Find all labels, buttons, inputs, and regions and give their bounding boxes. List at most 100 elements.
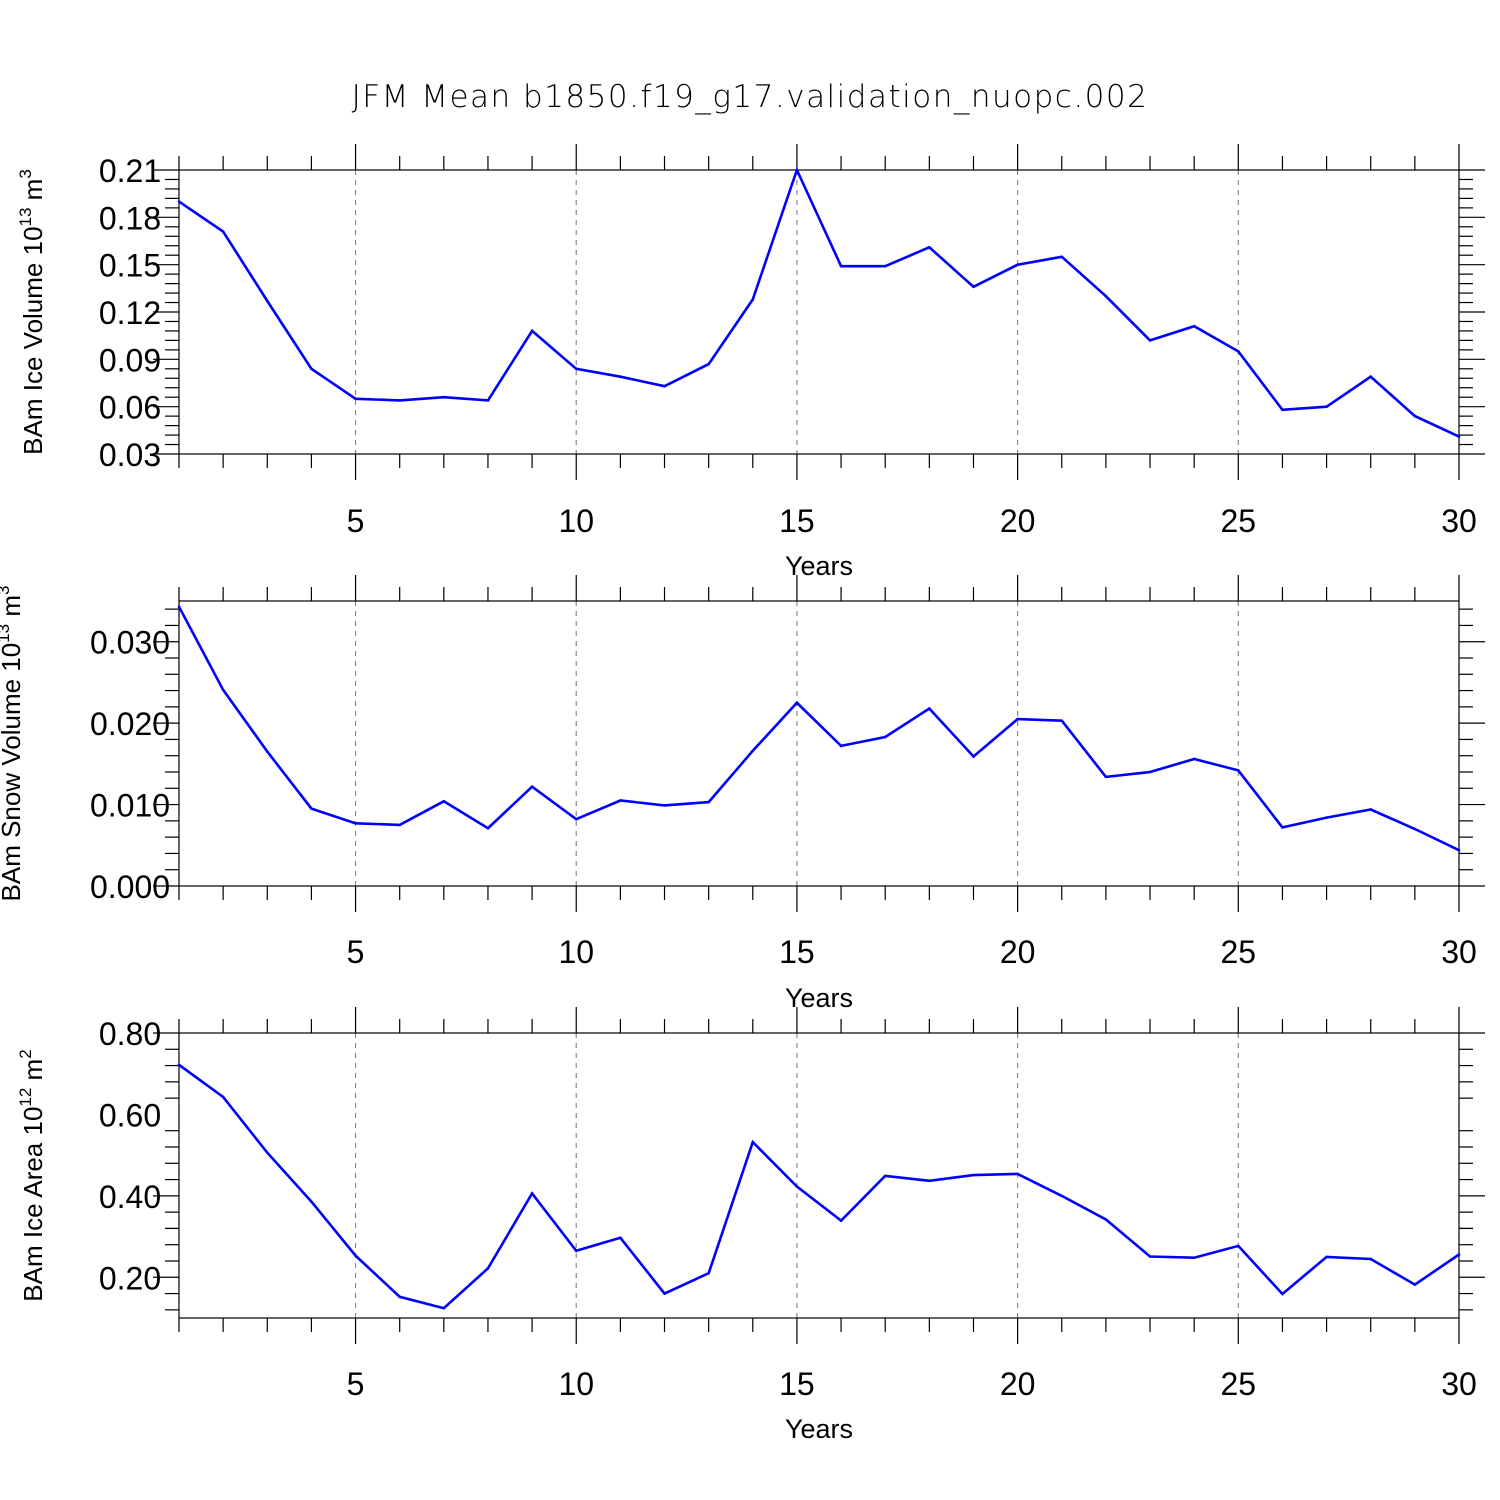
y-tick-label: 0.21: [99, 153, 161, 189]
data-point: [663, 804, 666, 807]
y-tick-label: 0.15: [99, 248, 161, 284]
data-point: [486, 399, 490, 402]
data-point: [1016, 263, 1019, 266]
data-point: [751, 298, 755, 301]
y-tick-label: 0.18: [99, 200, 161, 236]
data-point: [177, 200, 181, 203]
data-point: [1237, 769, 1240, 772]
data-point: [530, 785, 534, 788]
data-point: [1413, 827, 1417, 831]
data-series-line: [178, 1063, 1460, 1310]
data-point: [1192, 324, 1196, 328]
data-point: [1369, 808, 1373, 811]
y-tick-label: 0.60: [99, 1097, 161, 1133]
y-axis-label-ylabel-unit-exp: 2: [16, 1049, 35, 1058]
data-point: [574, 1249, 578, 1253]
data-point: [1060, 1194, 1064, 1198]
data-point: [839, 744, 843, 748]
data-point: [619, 799, 622, 802]
data-point: [1369, 375, 1373, 378]
data-point: [883, 264, 887, 268]
x-tick-label: 5: [347, 503, 365, 539]
data-point: [442, 1306, 446, 1310]
data-point: [1192, 757, 1196, 761]
data-point: [265, 1151, 269, 1154]
data-point: [177, 605, 181, 608]
y-axis-label-ylabel-unit-exp: 3: [0, 586, 13, 595]
data-point: [972, 285, 975, 289]
data-point: [1148, 1255, 1152, 1258]
data-point: [354, 1254, 357, 1258]
y-axis-label-ylabel-unit: m: [18, 1059, 48, 1088]
data-point: [1457, 848, 1461, 852]
data-point: [1148, 339, 1152, 342]
x-axis-label: Years: [785, 551, 853, 581]
y-axis-label: BAm Snow Volume 1013 m3: [0, 586, 26, 902]
data-point: [1192, 1256, 1196, 1260]
y-tick-label: 0.40: [99, 1179, 161, 1215]
data-point: [310, 807, 313, 810]
data-point: [1325, 405, 1328, 408]
data-point: [354, 822, 357, 825]
data-point: [839, 1219, 843, 1222]
data-point: [619, 1236, 622, 1240]
data-point: [795, 1185, 799, 1188]
x-tick-label: 5: [347, 934, 365, 970]
x-tick-label: 25: [1221, 1366, 1257, 1402]
data-point: [1413, 1283, 1417, 1286]
data-point: [1325, 816, 1328, 819]
x-tick-label: 10: [558, 1366, 594, 1402]
data-point: [1237, 1244, 1240, 1248]
data-point: [1104, 1218, 1108, 1221]
data-point: [619, 375, 622, 378]
data-point: [751, 1140, 755, 1144]
y-tick-label: 0.09: [99, 342, 161, 378]
data-point: [1281, 1292, 1284, 1296]
data-point: [265, 750, 269, 753]
y-tick-label: 0.020: [90, 706, 170, 742]
data-point: [663, 384, 666, 388]
x-tick-label: 30: [1441, 1366, 1477, 1402]
x-tick-label: 5: [347, 1366, 365, 1402]
data-point: [221, 1095, 225, 1099]
data-point: [1060, 719, 1064, 722]
data-point: [1281, 408, 1284, 412]
data-point: [928, 1179, 931, 1183]
plot-frame: [178, 169, 1460, 455]
data-point: [1413, 414, 1417, 418]
x-tick-label: 20: [1000, 503, 1036, 539]
data-point: [398, 399, 401, 402]
x-tick-label: 20: [1000, 1366, 1036, 1402]
data-point: [795, 168, 799, 172]
data-point: [1369, 1257, 1373, 1261]
data-point: [1104, 775, 1108, 779]
y-axis-label-ylabel: BAm Snow Volume 10: [0, 643, 26, 902]
y-tick-label: 0.80: [99, 1016, 161, 1052]
data-point: [530, 329, 534, 333]
data-point: [707, 800, 710, 804]
data-point: [442, 800, 446, 803]
y-axis-label-ylabel-unit: m: [18, 179, 48, 208]
x-tick-label: 15: [779, 503, 815, 539]
data-point: [265, 299, 269, 303]
data-point: [442, 395, 446, 399]
data-point: [839, 264, 843, 268]
data-point: [1060, 255, 1064, 259]
data-point: [751, 749, 755, 753]
y-axis-label-ylabel: BAm Ice Area 10: [18, 1107, 48, 1302]
x-tick-label: 30: [1441, 934, 1477, 970]
y-axis-label: BAm Ice Area 1012 m2: [16, 1049, 48, 1301]
data-point: [310, 1200, 313, 1203]
panel-ice-area: 0.20 0.40 0.60 0.80 5 10 15 20 25 30 Years BAm Ice …: [16, 1007, 1485, 1444]
data-point: [707, 362, 710, 366]
data-point: [1016, 717, 1019, 721]
y-axis-label-ylabel-unit-exp: 3: [16, 169, 35, 178]
y-axis-label-ylabel-exp: 13: [16, 208, 35, 227]
data-point: [663, 1292, 666, 1295]
data-point: [574, 367, 578, 371]
data-point: [221, 688, 225, 692]
data-point: [530, 1192, 534, 1195]
x-tick-label: 25: [1221, 503, 1257, 539]
x-axis-label: Years: [785, 983, 853, 1013]
data-point: [972, 1173, 975, 1177]
